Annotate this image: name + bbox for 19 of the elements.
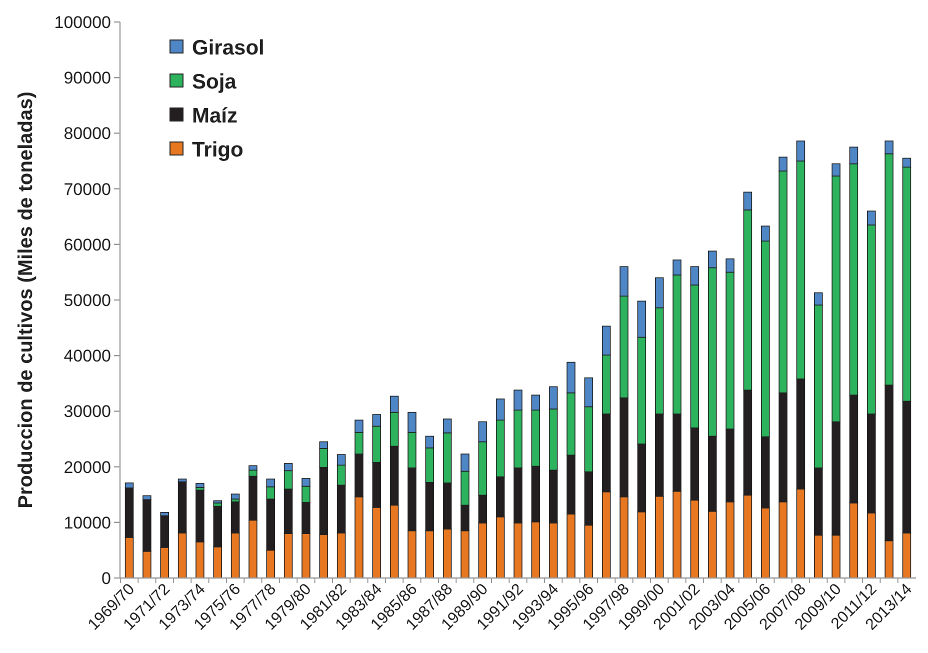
y-tick-label: 60000 (64, 235, 111, 254)
legend-label: Trigo (192, 138, 244, 162)
y-tick-label: 20000 (64, 458, 111, 477)
legend-label: Maíz (192, 104, 238, 128)
y-tick-label: 50000 (64, 290, 111, 310)
bar (230, 494, 240, 500)
y-tick-label: 100000 (54, 12, 111, 32)
legend-label: Girasol (192, 36, 264, 60)
y-tick-label: 10000 (64, 513, 111, 532)
bar (196, 483, 204, 488)
y-axis-title: Produccion de cultivos (Miles de toneladas) (15, 92, 37, 508)
legend-label: Soja (192, 70, 237, 94)
y-tick-label: 40000 (64, 346, 111, 366)
y-tick-label: 0 (102, 568, 111, 588)
y-tick-label: 70000 (64, 180, 111, 199)
bar (213, 500, 222, 504)
y-tick-label: 80000 (64, 124, 111, 144)
y-tick-label: 90000 (64, 68, 111, 88)
y-tick-label: 30000 (64, 402, 111, 422)
